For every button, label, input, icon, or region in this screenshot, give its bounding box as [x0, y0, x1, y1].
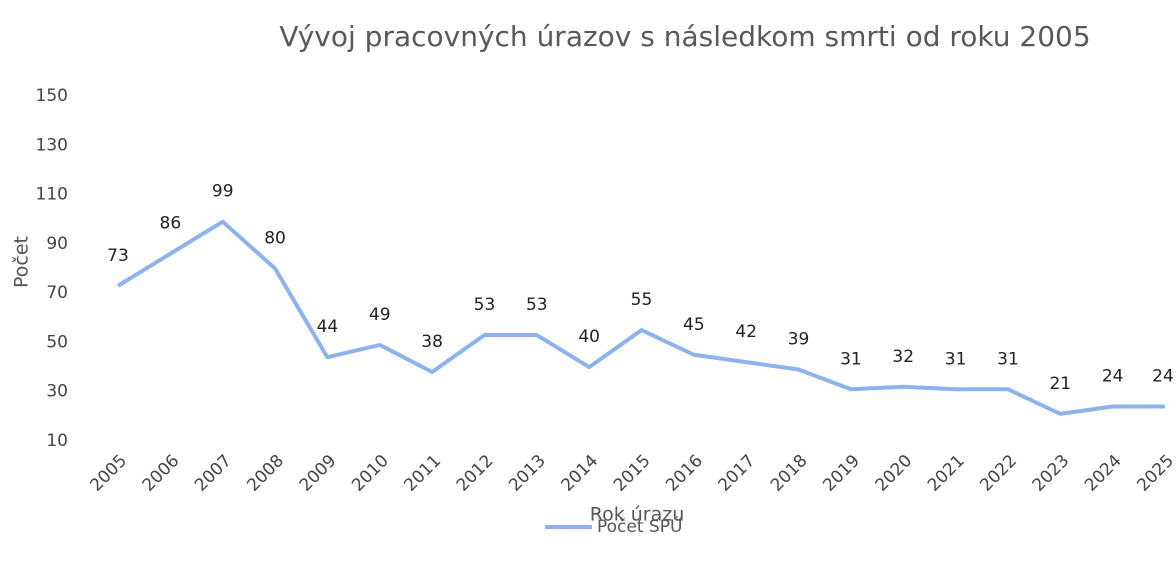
x-tick-label: 2012: [453, 451, 498, 496]
data-label: 24: [1102, 367, 1124, 387]
x-tick-label: 2025: [1133, 451, 1176, 496]
y-tick-label: 130: [36, 135, 68, 155]
x-tick-label: 2007: [191, 451, 236, 496]
x-tick-label: 2015: [610, 451, 655, 496]
y-tick-label: 90: [46, 234, 68, 254]
x-tick-label: 2005: [86, 451, 131, 496]
x-tick-label: 2014: [557, 451, 602, 496]
data-label: 73: [107, 246, 129, 266]
x-tick-label: 2021: [924, 451, 969, 496]
x-tick-label: 2016: [662, 451, 707, 496]
data-label: 40: [578, 327, 600, 347]
chart-title: Vývoj pracovných úrazov s následkom smrt…: [279, 20, 1090, 53]
data-label: 31: [997, 349, 1019, 369]
x-tick-label: 2010: [348, 451, 393, 496]
line: [116, 219, 1165, 416]
x-tick-label: 2011: [400, 451, 445, 496]
data-label: 42: [735, 322, 757, 342]
x-tick-label: 2017: [715, 451, 760, 496]
x-tick-label: 2018: [767, 451, 812, 496]
x-tick-label: 2019: [819, 451, 864, 496]
data-label: 24: [1152, 367, 1174, 387]
y-tick-label: 110: [36, 185, 68, 205]
x-axis-label: Rok úrazu: [590, 504, 685, 526]
data-label: 44: [317, 317, 339, 337]
data-label: 31: [840, 349, 862, 369]
data-label: 31: [945, 349, 967, 369]
x-tick-label: 2008: [243, 451, 288, 496]
y-tick-label: 150: [36, 86, 68, 106]
data-label: 38: [421, 332, 443, 352]
data-label: 80: [264, 229, 286, 249]
x-tick-label: 2022: [976, 451, 1021, 496]
y-tick-label: 70: [46, 283, 68, 303]
y-axis-label: Počet: [11, 236, 33, 288]
data-label: 45: [683, 315, 705, 335]
data-label: 32: [892, 347, 914, 367]
data-label: 49: [369, 305, 391, 325]
x-tick-label: 2020: [872, 451, 917, 496]
x-tick-label: 2006: [139, 451, 184, 496]
y-tick-label: 50: [46, 332, 68, 352]
x-tick-label: 2023: [1029, 451, 1074, 496]
data-label: 53: [526, 295, 548, 315]
legend-label: Počet SPÚ: [597, 515, 682, 537]
data-label: 39: [788, 330, 810, 350]
data-label: 55: [631, 290, 653, 310]
data-label: 99: [212, 182, 234, 202]
data-label: 21: [1049, 374, 1071, 394]
y-tick-label: 30: [46, 382, 68, 402]
data-label: 53: [474, 295, 496, 315]
x-tick-label: 2009: [296, 451, 341, 496]
x-tick-label: 2013: [505, 451, 550, 496]
x-tick-label: 2024: [1081, 451, 1126, 496]
data-label: 86: [160, 214, 182, 234]
y-tick-label: 10: [46, 431, 68, 451]
